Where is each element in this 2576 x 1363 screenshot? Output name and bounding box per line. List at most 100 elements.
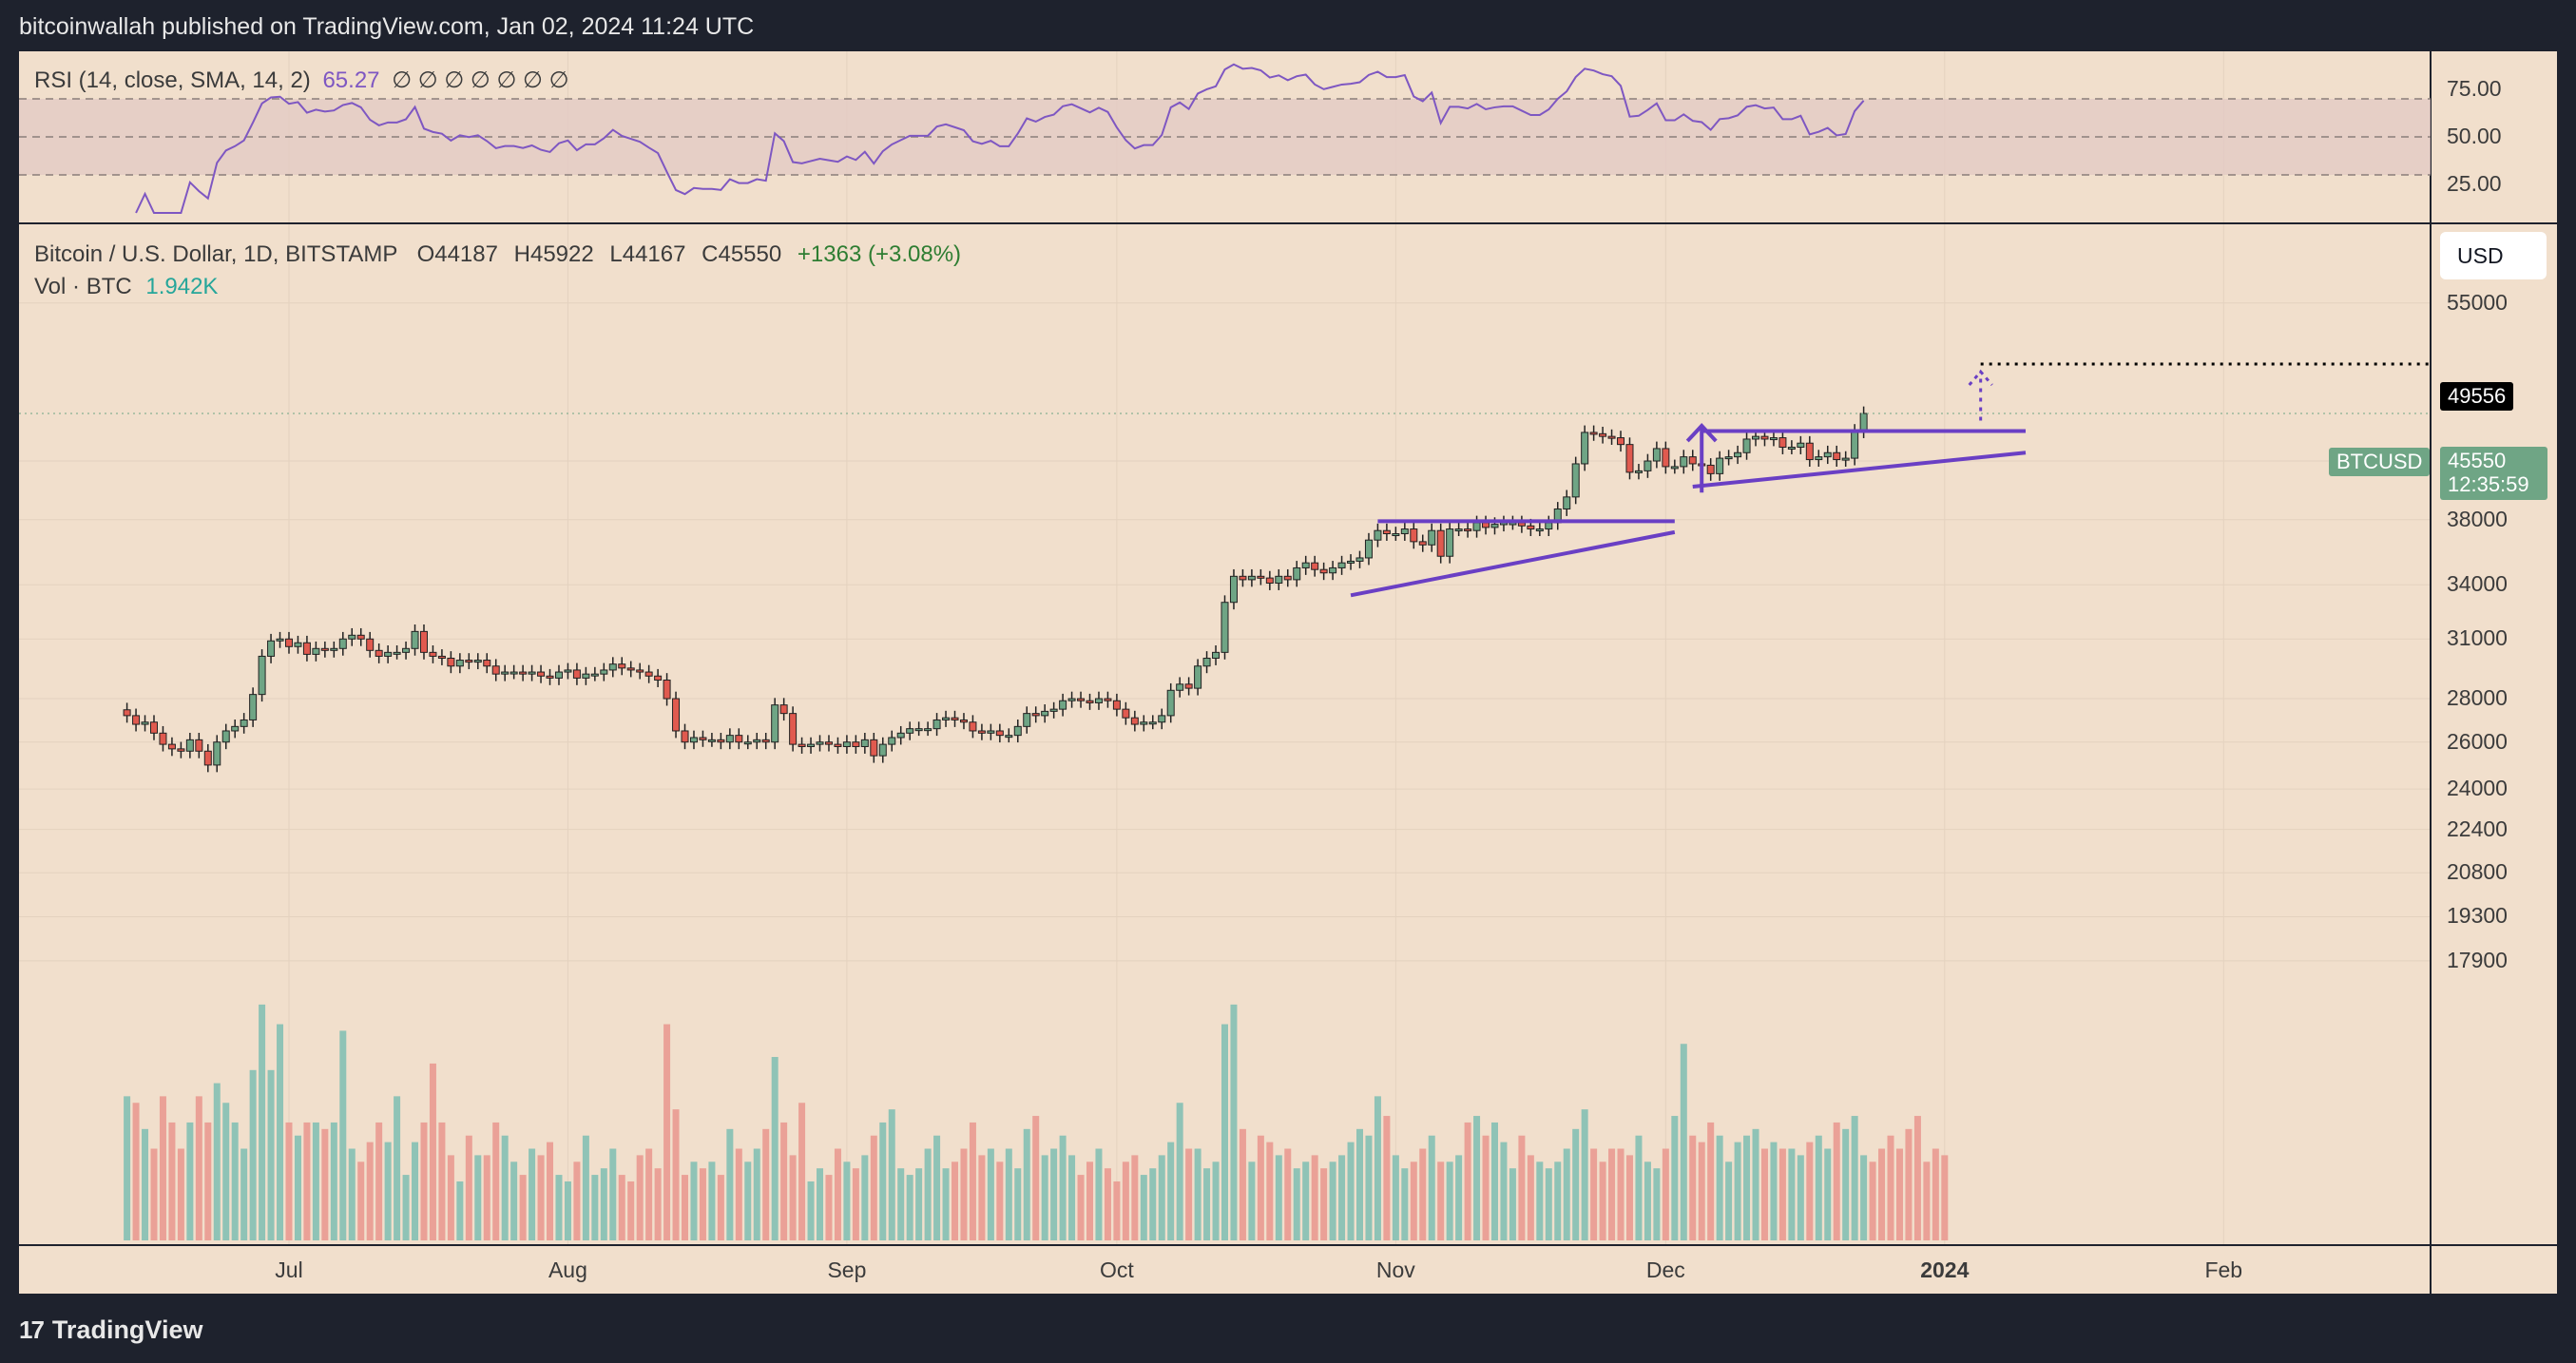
volume-bar: [1311, 1155, 1318, 1240]
volume-bar: [249, 1069, 257, 1240]
candle: [1166, 682, 1175, 723]
candle-body: [1589, 432, 1598, 435]
candle: [267, 633, 276, 663]
candle: [402, 641, 411, 660]
volume-bar: [1581, 1109, 1588, 1240]
price-tick-label: 22400: [2447, 816, 2508, 841]
volume-bar: [1518, 1135, 1526, 1240]
candle: [330, 641, 338, 658]
volume-bar: [447, 1155, 454, 1240]
candle-body: [1859, 413, 1868, 432]
currency-button[interactable]: USD: [2440, 232, 2547, 279]
volume-bar: [1221, 1024, 1228, 1240]
candle: [681, 723, 689, 750]
candle: [582, 666, 590, 685]
volume-bar: [213, 1083, 221, 1240]
candle: [1716, 451, 1724, 481]
symbol-legend[interactable]: Bitcoin / U.S. Dollar, 1D, BITSTAMP O441…: [34, 241, 961, 268]
volume-bar: [663, 1024, 671, 1240]
candle-body: [924, 728, 932, 732]
candle-body: [1797, 442, 1805, 449]
volume-bar: [1401, 1168, 1409, 1240]
candle: [1841, 451, 1850, 467]
candle: [1275, 568, 1283, 590]
candle-body: [1347, 560, 1355, 564]
candle: [203, 743, 212, 773]
candle: [1428, 523, 1436, 552]
candle-body: [1374, 529, 1382, 541]
brand-name: TradingView: [51, 1315, 203, 1344]
candle-body: [771, 704, 779, 743]
volume-legend[interactable]: Vol · BTC 1.942K: [34, 274, 218, 300]
candle-body: [1283, 575, 1292, 581]
volume-bar: [1131, 1155, 1139, 1240]
candle-body: [1625, 444, 1634, 473]
candle: [1104, 691, 1112, 708]
candle-body: [807, 743, 816, 747]
volume-bar: [1509, 1168, 1516, 1240]
candle-body: [519, 671, 528, 675]
volume-bar: [1257, 1135, 1264, 1240]
volume-bar: [1932, 1148, 1939, 1240]
candle: [1382, 523, 1391, 541]
candle-body: [761, 739, 770, 743]
candle-body: [284, 638, 293, 647]
candle-body: [1436, 529, 1445, 557]
candle-body: [1148, 721, 1157, 725]
volume-bar: [1851, 1116, 1858, 1240]
candle-body: [977, 730, 986, 734]
candle-body: [1805, 442, 1814, 461]
candle-body: [582, 673, 590, 679]
time-axis[interactable]: [19, 1246, 2431, 1294]
rsi-axis[interactable]: [2431, 51, 2557, 222]
volume-bar: [1239, 1128, 1246, 1240]
bar-countdown: 12:35:59: [2448, 472, 2529, 496]
candle: [672, 691, 681, 739]
candle: [149, 715, 158, 740]
volume-bar: [366, 1142, 374, 1240]
candle: [1553, 502, 1562, 530]
candle-body: [689, 737, 698, 743]
rsi-legend[interactable]: RSI (14, close, SMA, 14, 2) 65.27 ∅ ∅ ∅ …: [34, 67, 569, 94]
candle: [419, 624, 428, 660]
volume-bar: [1293, 1168, 1300, 1240]
candle-body: [554, 671, 563, 679]
candle: [1140, 715, 1148, 732]
candle-body: [870, 739, 878, 757]
candle-body: [942, 717, 951, 720]
candle: [1293, 561, 1301, 587]
volume-bar: [834, 1148, 841, 1240]
candle: [1392, 527, 1400, 541]
candle: [1454, 522, 1463, 536]
volume-bar: [1536, 1161, 1544, 1240]
candle-body: [852, 741, 860, 747]
candle: [1319, 562, 1328, 581]
volume-bar: [1680, 1044, 1687, 1240]
candle-body: [221, 730, 230, 743]
volume-label: Vol · BTC: [34, 274, 132, 299]
volume-bar: [1068, 1155, 1076, 1240]
candle-body: [1005, 735, 1013, 739]
volume-bar: [1194, 1148, 1201, 1240]
volume-bar: [529, 1148, 536, 1240]
candle-body: [411, 630, 419, 649]
candle: [753, 733, 761, 750]
candle-body: [1319, 568, 1328, 574]
candle-body: [1482, 522, 1490, 528]
volume-bar: [600, 1168, 607, 1240]
candle-body: [1644, 460, 1652, 471]
candle: [1122, 701, 1130, 725]
candle-body: [330, 647, 338, 651]
candle: [906, 721, 914, 740]
volume-bar: [150, 1148, 158, 1240]
volume-bar: [402, 1175, 410, 1240]
candle-body: [491, 665, 500, 675]
candle-body: [1382, 529, 1391, 535]
candle-body: [1490, 524, 1499, 528]
candle-body: [1392, 533, 1400, 537]
candle: [1706, 458, 1715, 481]
volume-bar: [1923, 1161, 1931, 1240]
footer-brand[interactable]: 17 TradingView: [19, 1315, 202, 1345]
candle: [501, 664, 509, 682]
candle-body: [1734, 451, 1742, 458]
